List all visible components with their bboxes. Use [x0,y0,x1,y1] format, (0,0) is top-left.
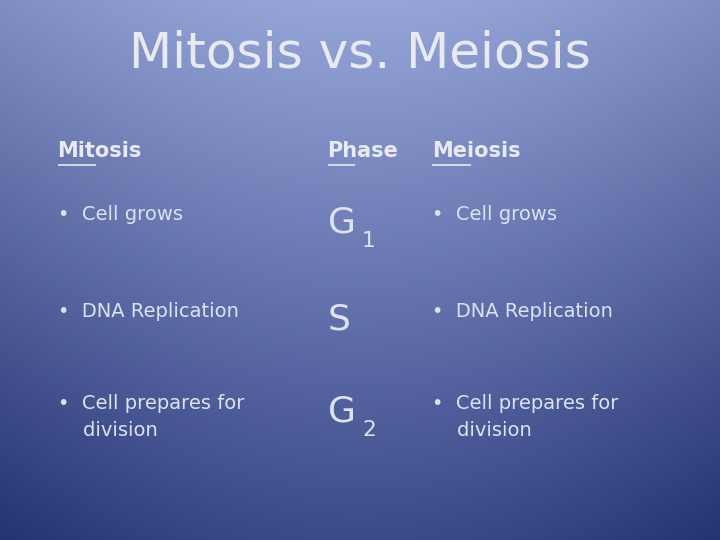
Text: Mitosis vs. Meiosis: Mitosis vs. Meiosis [129,30,591,78]
Text: •  Cell prepares for
    division: • Cell prepares for division [58,394,244,440]
Text: •  DNA Replication: • DNA Replication [432,302,613,321]
Text: •  DNA Replication: • DNA Replication [58,302,238,321]
Text: •  Cell grows: • Cell grows [58,205,183,224]
Text: 2: 2 [362,420,376,440]
Text: G: G [328,205,356,239]
Text: G: G [328,394,356,428]
Text: Meiosis: Meiosis [432,141,521,161]
Text: 1: 1 [362,231,376,251]
Text: S: S [328,302,351,336]
Text: •  Cell grows: • Cell grows [432,205,557,224]
Text: Phase: Phase [328,141,398,161]
Text: Mitosis: Mitosis [58,141,142,161]
Text: •  Cell prepares for
    division: • Cell prepares for division [432,394,618,440]
